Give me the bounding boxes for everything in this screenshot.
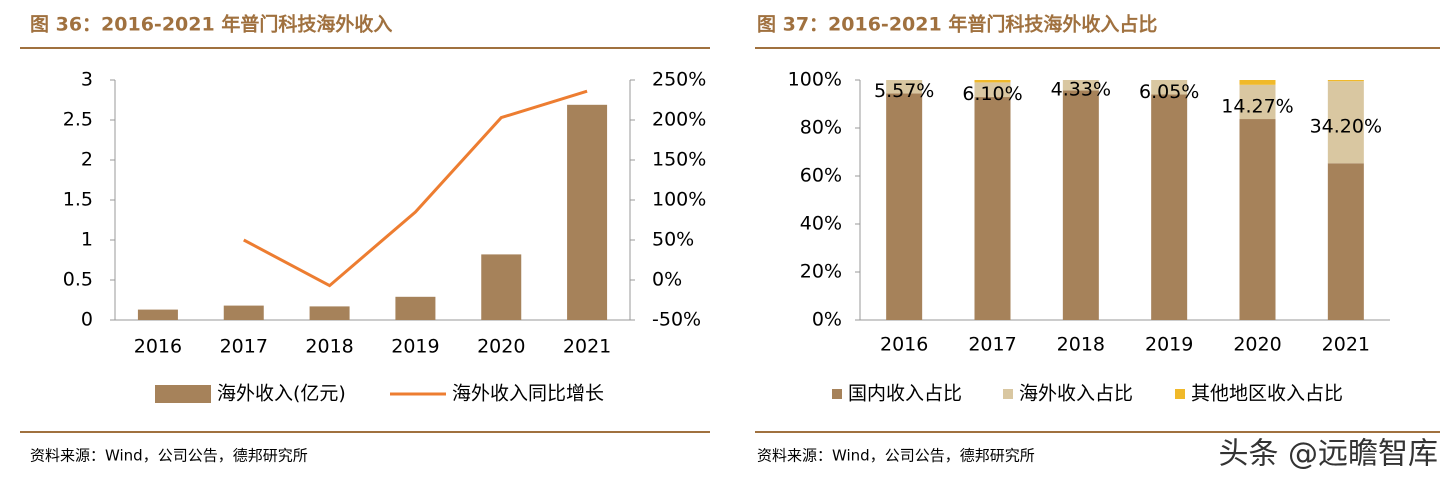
- y2-tick-label: 250%: [652, 69, 706, 91]
- x-tick-label: 2021: [563, 336, 611, 358]
- x-tick-label: 2018: [305, 336, 353, 358]
- bar-segment: [1239, 80, 1276, 85]
- bar: [309, 306, 350, 320]
- data-label: 14.27%: [1221, 95, 1293, 117]
- source: 资料来源：Wind，公司公告，德邦研究所: [30, 447, 308, 465]
- bar-segment: [886, 80, 923, 94]
- chart-title: 图 36：2016-2021 年普门科技海外收入: [30, 13, 392, 36]
- bar-segment: [1327, 81, 1364, 164]
- x-tick-label: 2017: [220, 336, 268, 358]
- y-tick-label: 3: [81, 69, 93, 91]
- bar-segment: [974, 82, 1011, 98]
- legend-label: 海外收入(亿元): [217, 383, 346, 405]
- bar-segment: [1327, 80, 1364, 82]
- bar: [223, 305, 264, 320]
- y-tick-label: 1: [81, 229, 93, 251]
- data-label: 6.05%: [1139, 81, 1199, 103]
- y2-tick-label: -50%: [652, 309, 701, 331]
- x-tick-label: 2016: [134, 336, 182, 358]
- bar: [481, 254, 522, 320]
- legend-swatch: [1003, 389, 1013, 399]
- y-tick-label: 20%: [800, 261, 842, 283]
- y-tick-label: 2: [81, 149, 93, 171]
- bar-segment: [886, 93, 923, 320]
- y-tick-label: 0%: [812, 309, 842, 331]
- data-label: 6.10%: [962, 83, 1022, 105]
- bar-segment: [1327, 163, 1364, 320]
- y-tick-label: 0.5: [63, 269, 93, 291]
- bar-segment: [1062, 80, 1099, 91]
- y2-tick-label: 200%: [652, 109, 706, 131]
- x-tick-label: 2020: [1233, 334, 1281, 356]
- bar-segment: [1239, 119, 1276, 320]
- legend-swatch: [155, 385, 211, 403]
- source: 资料来源：Wind，公司公告，德邦研究所: [757, 447, 1035, 465]
- y-tick-label: 0: [81, 309, 93, 331]
- bar-segment: [1239, 84, 1276, 120]
- x-tick-label: 2019: [391, 336, 439, 358]
- y-tick-label: 40%: [800, 213, 842, 235]
- x-tick-label: 2018: [1057, 334, 1105, 356]
- y-tick-label: 80%: [800, 117, 842, 139]
- bar-segment: [1062, 90, 1099, 320]
- x-tick-label: 2021: [1322, 334, 1370, 356]
- x-tick-label: 2019: [1145, 334, 1193, 356]
- legend-label: 海外收入同比增长: [452, 383, 604, 405]
- bar-segment: [1151, 94, 1188, 321]
- bar: [137, 309, 178, 320]
- bar-segment: [974, 97, 1011, 320]
- y-tick-label: 2.5: [63, 109, 93, 131]
- y2-tick-label: 150%: [652, 149, 706, 171]
- y-tick-label: 100%: [788, 69, 842, 91]
- line: [243, 89, 588, 288]
- legend-label: 国内收入占比: [848, 383, 962, 405]
- y2-tick-label: 100%: [652, 189, 706, 211]
- data-label: 34.20%: [1310, 116, 1382, 138]
- bar-segment: [974, 80, 1011, 83]
- data-label: 4.33%: [1051, 79, 1111, 101]
- y-tick-label: 1.5: [63, 189, 93, 211]
- legend-label: 海外收入占比: [1019, 383, 1133, 405]
- y2-tick-label: 0%: [652, 269, 682, 291]
- legend-label: 其他地区收入占比: [1191, 383, 1343, 405]
- x-tick-label: 2020: [477, 336, 525, 358]
- bar: [395, 296, 436, 320]
- bar-segment: [1151, 80, 1188, 95]
- y2-tick-label: 50%: [652, 229, 694, 251]
- x-tick-label: 2016: [880, 334, 928, 356]
- y-tick-label: 60%: [800, 165, 842, 187]
- watermark: 头条 @远瞻智库: [1218, 437, 1438, 472]
- legend-swatch: [832, 389, 842, 399]
- x-tick-label: 2017: [968, 334, 1016, 356]
- chart-title: 图 37：2016-2021 年普门科技海外收入占比: [757, 13, 1157, 36]
- bar: [567, 104, 608, 320]
- data-label: 5.57%: [874, 80, 934, 102]
- legend-swatch: [1175, 389, 1185, 399]
